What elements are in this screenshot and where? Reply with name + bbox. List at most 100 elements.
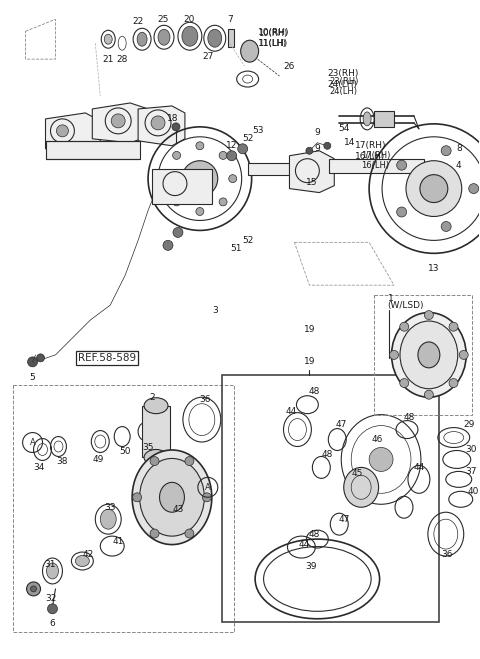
Text: 38: 38 <box>57 457 68 466</box>
Circle shape <box>369 447 393 471</box>
Text: 30: 30 <box>465 445 477 454</box>
Ellipse shape <box>104 34 112 44</box>
Text: 37: 37 <box>465 467 477 476</box>
Text: 48: 48 <box>322 450 333 459</box>
Text: 32: 32 <box>45 594 56 604</box>
Circle shape <box>441 146 451 156</box>
Ellipse shape <box>144 449 168 465</box>
Circle shape <box>36 354 45 362</box>
Text: 23(RH): 23(RH) <box>329 76 359 86</box>
Circle shape <box>150 529 159 538</box>
Circle shape <box>468 184 479 194</box>
Circle shape <box>31 586 36 592</box>
Text: 4: 4 <box>456 161 462 170</box>
Text: 43: 43 <box>172 505 184 514</box>
Ellipse shape <box>137 32 147 46</box>
Text: 24(LH): 24(LH) <box>329 86 357 96</box>
Text: 27: 27 <box>202 51 214 61</box>
Text: REF.58-589: REF.58-589 <box>78 353 136 363</box>
Text: 44: 44 <box>299 540 310 548</box>
Text: 47: 47 <box>338 515 350 524</box>
Circle shape <box>151 116 165 130</box>
Circle shape <box>229 175 237 183</box>
Text: 10(RH)
11(LH): 10(RH) 11(LH) <box>258 28 289 48</box>
Circle shape <box>449 378 458 387</box>
Text: 46: 46 <box>372 435 383 444</box>
Circle shape <box>173 198 180 206</box>
Circle shape <box>400 322 408 331</box>
Ellipse shape <box>400 321 458 389</box>
Circle shape <box>182 161 218 196</box>
Bar <box>46 141 140 159</box>
Text: 19: 19 <box>304 326 315 335</box>
Text: 6: 6 <box>49 619 55 628</box>
Text: (W/LSD): (W/LSD) <box>387 301 423 310</box>
Bar <box>142 406 170 457</box>
Circle shape <box>196 142 204 150</box>
Circle shape <box>203 493 211 501</box>
Text: 34: 34 <box>33 463 44 472</box>
Bar <box>152 169 212 204</box>
Text: 39: 39 <box>306 563 317 571</box>
Text: 13: 13 <box>428 264 440 273</box>
Ellipse shape <box>159 482 184 512</box>
Text: 23(RH)
24(LH): 23(RH) 24(LH) <box>327 69 359 89</box>
Text: 52: 52 <box>242 236 253 245</box>
Ellipse shape <box>240 40 259 62</box>
Text: 50: 50 <box>120 447 131 456</box>
Circle shape <box>227 151 237 161</box>
Ellipse shape <box>182 26 198 46</box>
Text: 31: 31 <box>45 559 56 569</box>
Text: 21: 21 <box>103 55 114 64</box>
Ellipse shape <box>208 29 222 47</box>
Text: 28: 28 <box>117 55 128 64</box>
Text: 52: 52 <box>242 134 253 143</box>
Bar <box>228 29 234 47</box>
Text: 10(RH): 10(RH) <box>258 29 287 38</box>
Circle shape <box>173 227 183 237</box>
Text: 25: 25 <box>157 14 168 24</box>
Ellipse shape <box>140 459 204 536</box>
Text: 49: 49 <box>93 455 104 464</box>
Bar <box>374 111 394 127</box>
Circle shape <box>172 123 180 131</box>
Circle shape <box>57 125 69 137</box>
Circle shape <box>196 208 204 215</box>
Circle shape <box>150 457 159 465</box>
Ellipse shape <box>158 29 170 45</box>
Ellipse shape <box>132 450 212 544</box>
Text: 14: 14 <box>344 138 355 148</box>
Text: REF.58-589: REF.58-589 <box>78 353 136 363</box>
Circle shape <box>400 378 408 387</box>
Text: 17(RH): 17(RH) <box>361 151 391 160</box>
Ellipse shape <box>418 342 440 368</box>
Circle shape <box>441 221 451 231</box>
Text: 5: 5 <box>30 373 36 382</box>
Circle shape <box>26 582 40 596</box>
Text: 47: 47 <box>336 420 347 429</box>
Circle shape <box>406 161 462 216</box>
Text: A: A <box>30 438 36 447</box>
Text: 36: 36 <box>199 395 211 404</box>
Text: 17(RH)
16(LH): 17(RH) 16(LH) <box>355 141 387 161</box>
Bar <box>374 295 472 415</box>
Text: 48: 48 <box>309 530 320 538</box>
Polygon shape <box>92 103 150 143</box>
Text: 35: 35 <box>142 443 154 452</box>
Ellipse shape <box>144 398 168 414</box>
Bar <box>329 159 424 173</box>
Ellipse shape <box>47 563 59 579</box>
Text: 12: 12 <box>226 141 238 150</box>
Text: 16(LH): 16(LH) <box>361 161 389 170</box>
Text: 42: 42 <box>83 550 94 559</box>
Text: 8: 8 <box>456 144 462 154</box>
Circle shape <box>27 357 37 367</box>
Ellipse shape <box>75 556 89 567</box>
Text: 44: 44 <box>286 407 297 416</box>
Text: 3: 3 <box>212 306 217 314</box>
Text: 33: 33 <box>105 503 116 512</box>
Text: 48: 48 <box>403 413 415 422</box>
Circle shape <box>185 529 194 538</box>
Bar <box>248 163 292 175</box>
Circle shape <box>324 142 331 150</box>
